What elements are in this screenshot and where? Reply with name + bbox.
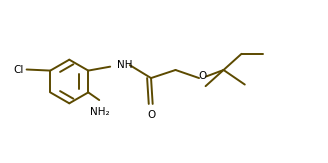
Text: O: O (148, 110, 156, 120)
Text: O: O (199, 71, 207, 82)
Text: NH₂: NH₂ (90, 106, 110, 117)
Text: Cl: Cl (13, 65, 23, 74)
Text: NH: NH (117, 60, 133, 70)
